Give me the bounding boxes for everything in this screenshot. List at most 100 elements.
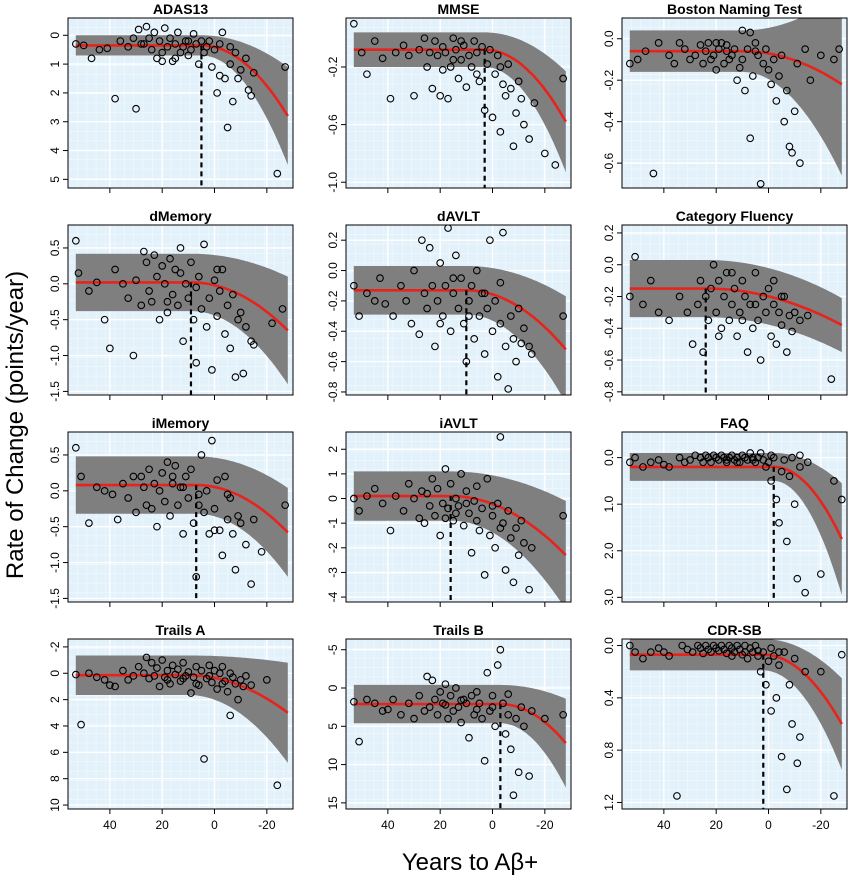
- data-point: [85, 669, 93, 678]
- data-point: [738, 451, 747, 460]
- y-tick-label: 0.0: [48, 482, 62, 499]
- data-point: [782, 86, 791, 95]
- data-point: [714, 332, 723, 341]
- data-point: [239, 682, 248, 691]
- data-point: [764, 284, 773, 293]
- data-point: [223, 490, 232, 499]
- data-point: [472, 48, 481, 57]
- data-point: [707, 55, 715, 64]
- data-point: [775, 72, 783, 80]
- data-point: [483, 474, 492, 483]
- data-point: [496, 319, 505, 328]
- data-point: [231, 565, 240, 574]
- data-point: [113, 515, 122, 524]
- data-point: [631, 453, 639, 462]
- data-point: [174, 501, 182, 510]
- data-point: [527, 543, 536, 552]
- data-point: [665, 316, 673, 325]
- y-tick-label: -1.0: [326, 172, 340, 193]
- data-point: [228, 673, 237, 682]
- data-point: [743, 45, 752, 53]
- data-point: [181, 472, 190, 481]
- fitted-curve: [629, 287, 843, 327]
- data-point: [197, 37, 206, 45]
- data-point: [176, 677, 185, 686]
- y-tick-label: -0.8: [602, 381, 616, 402]
- data-point: [790, 500, 799, 509]
- data-point: [129, 672, 138, 680]
- data-point: [273, 169, 282, 178]
- data-point: [785, 680, 794, 689]
- data-point: [444, 225, 452, 232]
- y-tick-label: 2.0: [602, 542, 616, 559]
- plot-area: [71, 653, 289, 790]
- data-point: [384, 705, 392, 714]
- data-point: [231, 373, 240, 381]
- y-tick-label: 0.0: [602, 30, 616, 47]
- data-point: [103, 44, 112, 53]
- data-point: [506, 534, 515, 542]
- data-point: [205, 530, 214, 538]
- data-point: [129, 472, 138, 481]
- data-point: [512, 357, 520, 366]
- data-point: [249, 515, 258, 524]
- data-point: [208, 678, 216, 687]
- panel-7: iAVLT 2 1 0 -1 -2 -3 -4: [326, 415, 572, 607]
- data-point: [480, 289, 489, 298]
- data-point: [137, 301, 146, 310]
- data-point: [486, 707, 494, 715]
- data-point: [168, 661, 177, 670]
- data-point: [189, 29, 198, 38]
- data-point: [728, 652, 736, 660]
- data-point: [100, 486, 109, 495]
- data-point: [438, 66, 447, 74]
- data-point: [717, 324, 726, 333]
- data-point: [438, 499, 447, 508]
- data-point: [420, 519, 429, 528]
- plot-area: [625, 449, 846, 602]
- data-point: [806, 76, 815, 85]
- data-point: [210, 276, 219, 285]
- data-point: [163, 458, 172, 466]
- data-point: [478, 714, 486, 723]
- data-point: [493, 661, 502, 669]
- data-point: [181, 672, 190, 680]
- data-point: [140, 247, 148, 256]
- data-point: [236, 308, 245, 317]
- data-point: [226, 669, 235, 678]
- data-point: [467, 691, 476, 700]
- data-point: [108, 490, 117, 499]
- data-point: [281, 501, 290, 510]
- data-point: [158, 656, 167, 664]
- data-point: [660, 648, 668, 656]
- data-point: [150, 251, 159, 259]
- data-point: [707, 458, 715, 467]
- data-point: [433, 484, 442, 493]
- panel-border: [67, 17, 294, 189]
- data-point: [404, 479, 413, 488]
- data-point: [775, 661, 783, 670]
- data-point: [200, 508, 208, 517]
- data-point: [525, 342, 533, 351]
- y-tick-label: -2: [326, 542, 340, 553]
- data-point: [467, 63, 476, 71]
- x-tick-label: 0: [489, 818, 496, 832]
- data-point: [788, 327, 796, 336]
- data-point: [457, 37, 465, 45]
- data-point: [428, 676, 437, 685]
- data-point: [257, 547, 266, 556]
- data-point: [192, 662, 201, 671]
- data-point: [675, 39, 684, 47]
- data-point: [215, 40, 224, 48]
- data-point: [506, 745, 515, 754]
- data-point: [378, 707, 387, 715]
- data-point: [785, 472, 794, 481]
- data-point: [772, 495, 781, 504]
- data-point: [837, 495, 846, 504]
- data-point: [218, 28, 227, 37]
- data-point: [433, 51, 442, 60]
- data-point: [71, 443, 80, 452]
- plot-area: [349, 225, 568, 395]
- data-point: [100, 315, 109, 324]
